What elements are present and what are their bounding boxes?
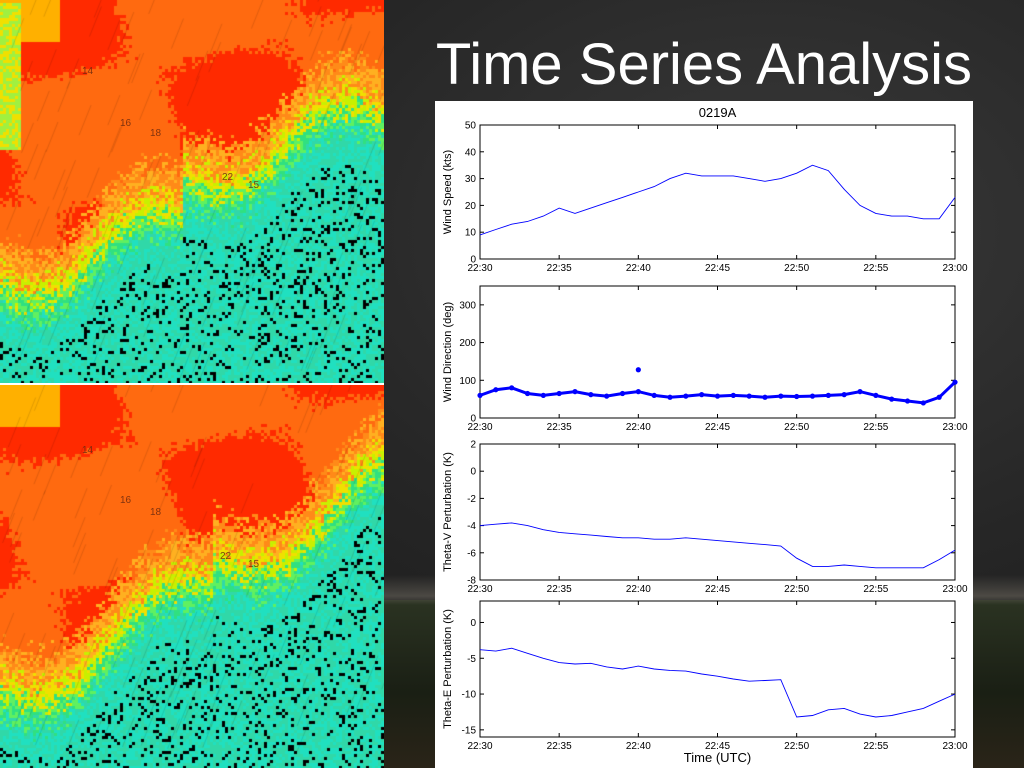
- x-tick-label: 22:30: [467, 263, 492, 274]
- plot-frame: [479, 124, 956, 260]
- slide-title: Time Series Analysis: [435, 32, 973, 97]
- time-series-chart: 0219A 22:30 22:35 22:40 22:45 22:50 22:55 23:00…: [442, 105, 968, 765]
- x-axis-label: Time (UTC): [684, 750, 751, 765]
- radar-divider: [0, 383, 384, 385]
- radar-range-label: 22: [222, 172, 234, 183]
- x-tick-label: 22:45: [705, 584, 730, 595]
- series-line: [479, 522, 956, 569]
- y-tick-label: 50: [465, 121, 477, 132]
- y-tick-label: -8: [467, 576, 476, 587]
- y-tick-label: 300: [459, 300, 476, 311]
- y-tick-label: -4: [467, 521, 476, 532]
- radar-range-label: 18: [150, 128, 162, 139]
- radar-image-bottom: 14 16 18 22 15: [0, 385, 384, 768]
- radar-range-label: 16: [120, 118, 132, 129]
- x-tick-label: 22:35: [547, 584, 572, 595]
- chart-title: 0219A: [699, 105, 737, 120]
- x-tick-label: 22:50: [784, 422, 809, 433]
- x-tick-label: 22:40: [626, 263, 651, 274]
- y-axis-label: Theta-E Perturbation (K): [442, 609, 454, 729]
- radar-reflectivity-bottom: [0, 385, 384, 768]
- y-tick-label: 40: [465, 147, 477, 158]
- y-tick-label: 100: [459, 376, 476, 387]
- x-tick-label: 22:40: [626, 584, 651, 595]
- x-tick-label: 22:45: [705, 422, 730, 433]
- x-tick-label: 22:30: [467, 741, 492, 752]
- y-tick-label: 10: [465, 228, 477, 239]
- x-tick-label: 22:50: [784, 741, 809, 752]
- x-tick-label: 22:50: [784, 263, 809, 274]
- x-tick-label: 22:30: [467, 584, 492, 595]
- radar-range-label: 16: [120, 495, 132, 506]
- y-tick-label: -10: [462, 690, 477, 701]
- y-axis-label: Wind Speed (kts): [442, 150, 454, 234]
- radar-range-label: 18: [150, 507, 162, 518]
- x-tick-label: 22:55: [863, 263, 888, 274]
- x-tick-label: 22:55: [863, 584, 888, 595]
- radar-range-label: 15: [248, 559, 260, 570]
- y-tick-label: -15: [462, 725, 477, 736]
- radar-image-top: 14 16 18 22 15: [0, 0, 384, 383]
- radar-range-label: 15: [248, 180, 260, 191]
- y-axis-label: Wind Direction (deg): [442, 302, 454, 402]
- x-tick-label: 22:35: [547, 422, 572, 433]
- series-line: [479, 164, 956, 236]
- x-tick-label: 22:55: [863, 741, 888, 752]
- x-tick-label: 22:40: [626, 422, 651, 433]
- time-series-figure: 0219A 22:30 22:35 22:40 22:45 22:50 22:55 23:00…: [435, 101, 973, 768]
- x-tick-label: 23:00: [942, 263, 967, 274]
- x-tick-label: 22:40: [626, 741, 651, 752]
- y-tick-label: 0: [470, 467, 476, 478]
- y-axis-label: Theta-V Perturbation (K): [442, 452, 454, 572]
- x-tick-label: 22:35: [547, 741, 572, 752]
- radar-range-label: 14: [82, 445, 94, 456]
- y-tick-label: 30: [465, 174, 477, 185]
- y-tick-label: -5: [467, 654, 476, 665]
- y-tick-label: 0: [470, 255, 476, 266]
- y-tick-label: 0: [470, 414, 476, 425]
- plot-frame: [479, 443, 956, 581]
- series-line: [479, 647, 956, 718]
- radar-range-label: 14: [82, 66, 94, 77]
- x-tick-label: 23:00: [942, 584, 967, 595]
- y-tick-label: -2: [467, 494, 476, 505]
- x-tick-label: 23:00: [942, 741, 967, 752]
- radar-reflectivity-top: [0, 0, 384, 383]
- radar-range-label: 22: [220, 551, 232, 562]
- x-tick-label: 22:50: [784, 584, 809, 595]
- data-point: [635, 367, 641, 373]
- y-tick-label: 200: [459, 338, 476, 349]
- y-tick-label: 20: [465, 201, 477, 212]
- data-point-band: [479, 381, 957, 405]
- x-tick-label: 22:45: [705, 263, 730, 274]
- y-tick-label: 0: [470, 618, 476, 629]
- x-tick-label: 22:55: [863, 422, 888, 433]
- y-tick-label: 2: [470, 440, 476, 451]
- x-tick-label: 22:30: [467, 422, 492, 433]
- x-tick-label: 22:35: [547, 263, 572, 274]
- y-tick-label: -6: [467, 548, 476, 559]
- x-tick-label: 23:00: [942, 422, 967, 433]
- x-tick-label: 22:45: [705, 741, 730, 752]
